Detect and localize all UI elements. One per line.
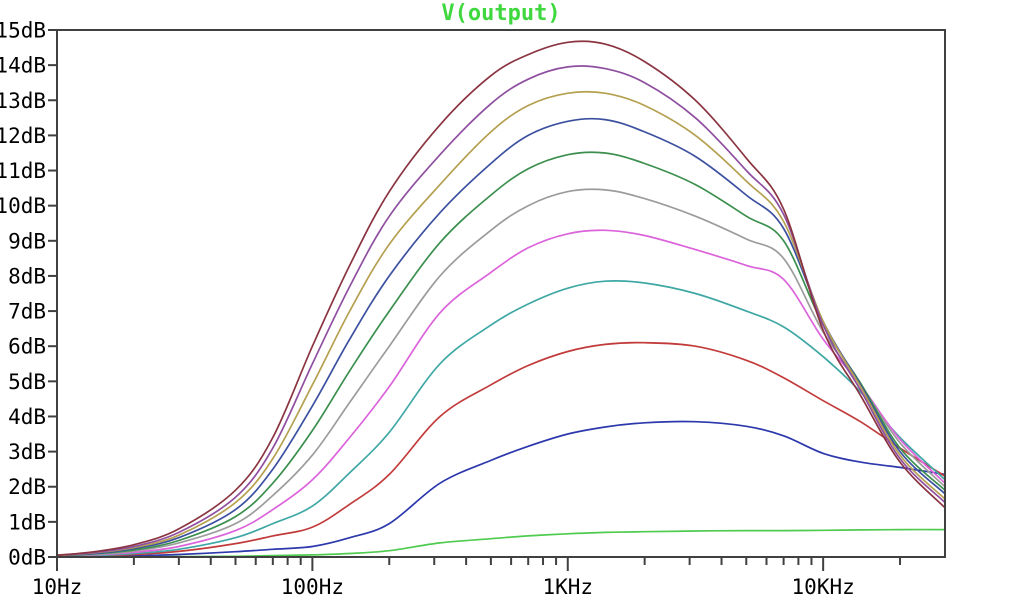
y-axis-label: 9dB <box>8 229 46 253</box>
y-axis-label: 11dB <box>0 159 46 183</box>
y-axis-label: 2dB <box>8 475 46 499</box>
chart-title: V(output) <box>441 1 561 26</box>
y-axis-label: 3dB <box>8 440 46 464</box>
y-axis-label: 1dB <box>8 510 46 534</box>
y-axis-label: 5dB <box>8 370 46 394</box>
y-axis-label: 14dB <box>0 54 46 78</box>
x-axis-label: 100Hz <box>281 575 344 599</box>
y-axis-label: 12dB <box>0 124 46 148</box>
trace-trace-3 <box>57 341 945 557</box>
y-axis-label: 0dB <box>8 546 46 570</box>
x-axis-label: 1KHz <box>542 575 593 599</box>
y-axis-label: 15dB <box>0 19 46 43</box>
trace-trace-6 <box>57 188 945 557</box>
trace-trace-7 <box>57 151 945 557</box>
x-axis-label: 10KHz <box>792 575 855 599</box>
trace-trace-8 <box>57 117 945 557</box>
trace-trace-9 <box>57 90 945 557</box>
y-axis-label: 7dB <box>8 300 46 324</box>
trace-trace-2 <box>57 420 945 557</box>
trace-trace-5 <box>57 229 945 557</box>
y-axis-label: 10dB <box>0 194 46 218</box>
trace-trace-4 <box>57 279 945 557</box>
plot-frame <box>56 29 946 558</box>
y-axis-label: 6dB <box>8 335 46 359</box>
y-axis-label: 8dB <box>8 264 46 288</box>
y-axis-label: 13dB <box>0 89 46 113</box>
y-axis-label: 4dB <box>8 405 46 429</box>
trace-trace-11 <box>57 40 945 557</box>
x-axis-label: 10Hz <box>32 575 83 599</box>
